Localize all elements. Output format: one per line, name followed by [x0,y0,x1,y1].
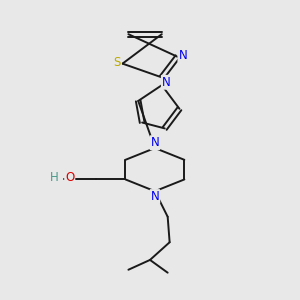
Text: N: N [151,190,159,203]
Text: N: N [178,49,187,62]
Text: S: S [113,56,121,69]
Text: H: H [50,172,58,184]
Text: N: N [162,76,171,89]
Text: O: O [65,172,74,184]
Text: N: N [151,136,159,149]
